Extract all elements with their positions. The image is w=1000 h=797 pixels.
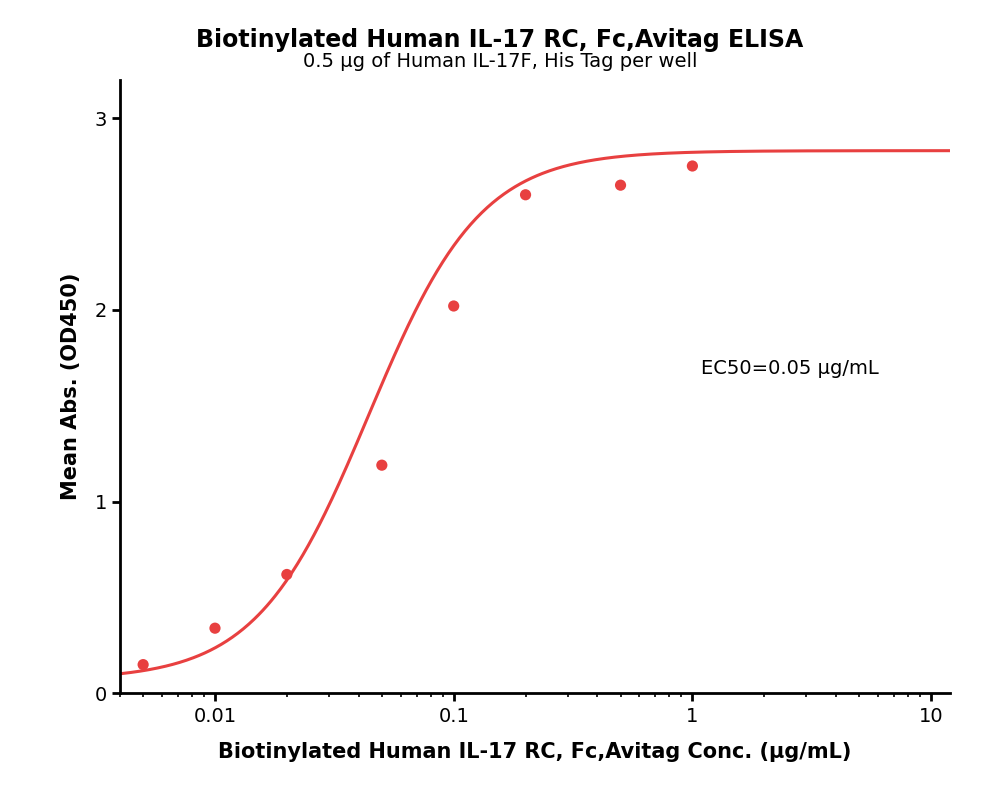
Point [279, 568, 295, 581]
Point [135, 658, 151, 671]
Point [518, 188, 534, 201]
Point [446, 300, 462, 312]
Point [374, 459, 390, 472]
Point [207, 622, 223, 634]
Point [613, 179, 629, 191]
Text: Biotinylated Human IL-17 RC, Fc,Avitag ELISA: Biotinylated Human IL-17 RC, Fc,Avitag E… [196, 28, 804, 52]
Point [684, 159, 700, 172]
Text: EC50=0.05 μg/mL: EC50=0.05 μg/mL [701, 359, 879, 378]
X-axis label: Biotinylated Human IL-17 RC, Fc,Avitag Conc. (μg/mL): Biotinylated Human IL-17 RC, Fc,Avitag C… [218, 742, 852, 762]
Y-axis label: Mean Abs. (OD450): Mean Abs. (OD450) [61, 273, 81, 501]
Text: 0.5 μg of Human IL-17F, His Tag per well: 0.5 μg of Human IL-17F, His Tag per well [303, 52, 697, 71]
